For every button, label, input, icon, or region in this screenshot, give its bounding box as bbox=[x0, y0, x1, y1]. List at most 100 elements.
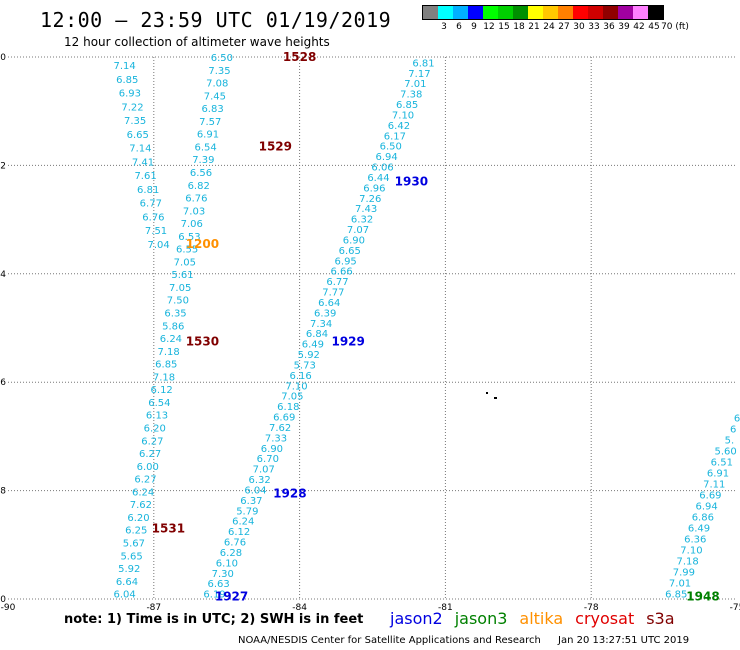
pass-time-label: 1531 bbox=[152, 522, 185, 536]
pass-time-label: 1929 bbox=[331, 335, 364, 349]
wave-height-value: 6.64 bbox=[116, 577, 138, 588]
legend-label: 24 bbox=[543, 22, 555, 32]
legend-label: 30 bbox=[573, 22, 585, 32]
wave-height-value: 7.33 bbox=[265, 433, 287, 444]
wave-height-value: 7.41 bbox=[132, 157, 154, 168]
legend-label: 9 bbox=[471, 22, 477, 32]
wave-height-value: 7.06 bbox=[181, 219, 203, 230]
legend-swatch bbox=[513, 6, 528, 19]
wave-height-value: 6.82 bbox=[188, 181, 210, 192]
wave-height-value: 6.04 bbox=[244, 485, 266, 496]
wave-height-value: 6.69 bbox=[699, 490, 721, 501]
wave-height-value: 5.67 bbox=[123, 538, 145, 549]
wave-height-value: 6.66 bbox=[330, 267, 352, 278]
legend-label: 36 bbox=[603, 22, 615, 32]
pass-time-label: 1200 bbox=[186, 237, 219, 251]
color-legend: 3 6 9 12 15 18 21 24 27 30 33 36 39 42 45 70 (ft) bbox=[422, 5, 689, 34]
stray-dot bbox=[486, 392, 488, 394]
wave-height-value: 6.77 bbox=[140, 199, 162, 210]
wave-height-value: 5.79 bbox=[236, 506, 258, 517]
wave-height-value: 6.24 bbox=[132, 487, 154, 498]
wave-height-value: 7.26 bbox=[359, 194, 381, 205]
wave-height-value: 5.92 bbox=[118, 564, 140, 575]
legend-label: 27 bbox=[558, 22, 570, 32]
wave-height-value: 7.18 bbox=[157, 347, 179, 358]
legend-swatch bbox=[483, 6, 498, 19]
wave-height-value: 6.25 bbox=[125, 526, 147, 537]
pass-time-labels: 1528 1529 1930 1200 1530 1929 1928 1531 1927 1948 bbox=[152, 50, 720, 603]
footer-timestamp: Jan 20 13:27:51 UTC 2019 bbox=[558, 635, 690, 646]
wave-height-value: 6.86 bbox=[692, 513, 714, 524]
wave-height-value: 6.76 bbox=[142, 212, 164, 223]
wave-height-value: 6.95 bbox=[335, 256, 357, 267]
chart-title: 12:00 – 23:59 UTC 01/19/2019 bbox=[40, 8, 392, 32]
wave-height-value: 7.05 bbox=[174, 257, 196, 268]
wave-height-value: 6.06 bbox=[371, 163, 393, 174]
wave-height-value: 7.61 bbox=[134, 171, 156, 182]
x-tick-label: -81 bbox=[438, 603, 453, 610]
legend-label: 42 bbox=[633, 22, 645, 32]
wave-height-value: 6.49 bbox=[688, 524, 710, 535]
wave-height-value: 5. bbox=[725, 435, 735, 446]
legend-swatch bbox=[573, 6, 588, 19]
pass-time-label: 1528 bbox=[283, 50, 316, 64]
legend-swatch bbox=[438, 6, 453, 19]
wave-height-value: 6.83 bbox=[201, 104, 223, 115]
wave-height-value: 6.12 bbox=[151, 385, 173, 396]
y-tick-label: -26 bbox=[0, 378, 6, 388]
wave-height-value: 7.35 bbox=[124, 116, 146, 127]
wave-height-value: 6.24 bbox=[232, 517, 254, 528]
y-tick-label: -24 bbox=[0, 270, 6, 280]
wave-height-value: 6.19 bbox=[203, 590, 225, 601]
wave-height-value: 7.10 bbox=[285, 381, 307, 392]
wave-height-value: 7.57 bbox=[199, 117, 221, 128]
wave-height-value: 6.85 bbox=[116, 75, 138, 86]
wave-height-value: 7.18 bbox=[153, 372, 175, 383]
wave-height-value: 6.27 bbox=[134, 475, 156, 486]
wave-height-value: 7.62 bbox=[269, 423, 291, 434]
x-tick-label: -87 bbox=[146, 603, 161, 610]
y-tick-label: -30 bbox=[0, 595, 6, 605]
pass-time-label: 1930 bbox=[395, 175, 428, 189]
wave-height-value: 5.65 bbox=[120, 551, 142, 562]
wave-height-value: 6.69 bbox=[273, 413, 295, 424]
satellite-label: jason3 bbox=[454, 609, 508, 628]
wave-height-value: 6.32 bbox=[351, 215, 373, 226]
legend-swatch bbox=[498, 6, 513, 19]
wave-height-value: 6.50 bbox=[211, 53, 233, 64]
wave-height-value: 6.65 bbox=[339, 246, 361, 257]
legend-labels: 3 6 9 12 15 18 21 24 27 30 33 36 39 42 45 70 (ft) bbox=[422, 20, 689, 34]
wave-height-value: 7.45 bbox=[204, 91, 226, 102]
wave-height-value: 6.91 bbox=[707, 468, 729, 479]
wave-height-value: 6.20 bbox=[144, 423, 166, 434]
pass-time-label: 1928 bbox=[273, 486, 306, 500]
wave-height-value: 7.38 bbox=[400, 90, 422, 101]
x-tick-label: -78 bbox=[584, 603, 599, 610]
wave-height-value: 6.94 bbox=[695, 502, 717, 513]
wave-height-plot: -90 -87 -84 -81 -78 -75 -20 -22 -24 -26 -28 -30 7.1… bbox=[0, 50, 740, 610]
wave-height-value: 6.20 bbox=[127, 513, 149, 524]
legend-swatch bbox=[603, 6, 618, 19]
wave-height-value: 7.10 bbox=[680, 546, 702, 557]
wave-height-value: 6.16 bbox=[289, 371, 311, 382]
wave-height-value: 6.44 bbox=[367, 173, 389, 184]
legend-swatch bbox=[423, 6, 438, 19]
grid bbox=[8, 56, 737, 600]
wave-height-value: 6.12 bbox=[228, 527, 250, 538]
satellite-label: altika bbox=[519, 609, 564, 628]
pass-time-label: 1948 bbox=[686, 589, 719, 603]
legend-swatch bbox=[588, 6, 603, 19]
wave-height-value: 6.10 bbox=[216, 558, 238, 569]
legend-label: 18 bbox=[513, 22, 525, 32]
wave-height-value: 6.90 bbox=[343, 235, 365, 246]
wave-height-value: 7.03 bbox=[183, 206, 205, 217]
wave-height-value: 6.85 bbox=[155, 360, 177, 371]
wave-height-value: 6.35 bbox=[164, 309, 186, 320]
legend-label: 21 bbox=[528, 22, 540, 32]
wave-height-value: 7.14 bbox=[129, 144, 151, 155]
wave-height-value: 6.70 bbox=[257, 454, 279, 465]
wave-height-value: 6.28 bbox=[220, 548, 242, 559]
wave-height-value: 6 bbox=[734, 413, 740, 424]
axis-ticks: -90 -87 -84 -81 -78 -75 -20 -22 -24 -26 -28 -30 bbox=[0, 53, 740, 610]
footer-org: NOAA/NESDIS Center for Satellite Applica… bbox=[238, 635, 541, 646]
